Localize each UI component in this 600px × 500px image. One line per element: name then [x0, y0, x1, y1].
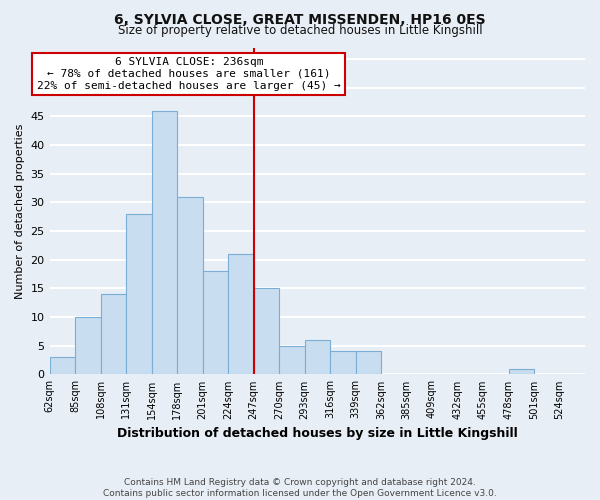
Bar: [279, 346, 305, 374]
Bar: [50, 357, 75, 374]
Bar: [203, 271, 228, 374]
Bar: [254, 288, 279, 374]
Text: 6, SYLVIA CLOSE, GREAT MISSENDEN, HP16 0ES: 6, SYLVIA CLOSE, GREAT MISSENDEN, HP16 0…: [114, 12, 486, 26]
X-axis label: Distribution of detached houses by size in Little Kingshill: Distribution of detached houses by size …: [117, 427, 518, 440]
Bar: [177, 196, 203, 374]
Bar: [101, 294, 126, 374]
Text: Contains HM Land Registry data © Crown copyright and database right 2024.
Contai: Contains HM Land Registry data © Crown c…: [103, 478, 497, 498]
Bar: [356, 352, 381, 374]
Bar: [305, 340, 330, 374]
Y-axis label: Number of detached properties: Number of detached properties: [15, 124, 25, 298]
Bar: [152, 110, 177, 374]
Bar: [75, 317, 101, 374]
Bar: [228, 254, 254, 374]
Text: 6 SYLVIA CLOSE: 236sqm
← 78% of detached houses are smaller (161)
22% of semi-de: 6 SYLVIA CLOSE: 236sqm ← 78% of detached…: [37, 58, 341, 90]
Bar: [126, 214, 152, 374]
Text: Size of property relative to detached houses in Little Kingshill: Size of property relative to detached ho…: [118, 24, 482, 37]
Bar: [509, 368, 534, 374]
Bar: [330, 352, 356, 374]
